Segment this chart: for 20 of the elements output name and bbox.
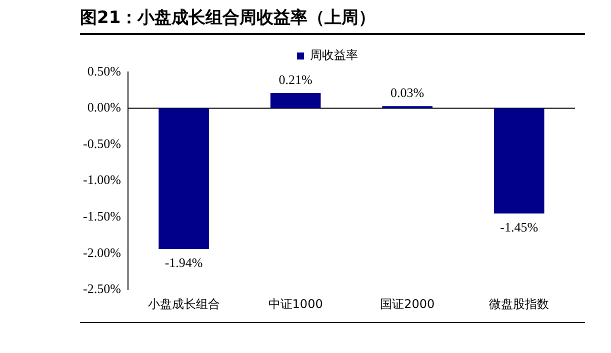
y-tick-label: 0.50% (87, 63, 122, 78)
legend-label: 周收益率 (310, 48, 358, 62)
chart-title: 图21：小盘成长组合周收益率（上周） (80, 6, 585, 35)
y-tick-label: -2.00% (82, 244, 122, 260)
x-tick-label: 小盘成长组合 (148, 296, 220, 311)
x-tick-label: 中证1000 (268, 296, 323, 311)
x-tick-label: 微盘股指数 (489, 296, 550, 311)
y-tick-label: -0.50% (82, 136, 122, 151)
bar (270, 93, 321, 108)
bar (494, 108, 544, 214)
y-tick-label: -2.50% (82, 281, 122, 296)
y-tick-label: -1.00% (82, 172, 122, 188)
bar (158, 108, 209, 249)
text: -1.45% (500, 219, 538, 234)
y-tick-label: 0.00% (87, 100, 122, 115)
x-tick-label: 国证2000 (380, 296, 435, 311)
text: -1.94% (164, 254, 203, 270)
y-tick-label: -1.50% (82, 208, 122, 224)
text: 0.03% (390, 85, 424, 100)
text: 0.21% (278, 72, 312, 87)
